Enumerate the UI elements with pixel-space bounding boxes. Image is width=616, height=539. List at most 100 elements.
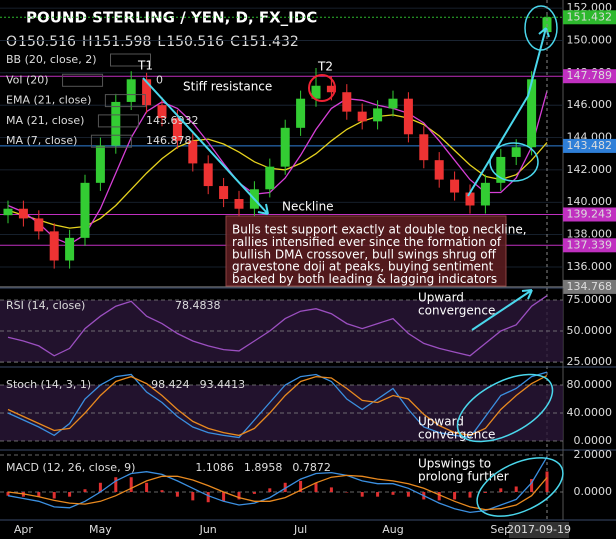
chart-title: POUND STERLING / YEN, D, FX_IDC xyxy=(26,9,317,27)
histogram-bar xyxy=(514,486,518,493)
histogram-bar xyxy=(175,492,179,497)
panel-title: Stoch (14, 3, 1) xyxy=(6,378,91,391)
y-tick-label: 142.000 xyxy=(567,163,613,176)
candle-body xyxy=(465,192,475,206)
legend-icons xyxy=(104,94,146,108)
highlight-ellipse xyxy=(524,5,558,51)
histogram-bar xyxy=(329,487,333,493)
panel-title: MACD (12, 26, close, 9) xyxy=(6,461,135,474)
legend-icons xyxy=(97,114,139,128)
x-tick-label: May xyxy=(89,523,112,536)
legend-value: 0.7872 xyxy=(292,461,331,474)
x-tick-label: 2017-09-19 xyxy=(507,523,571,536)
x-tick-label: Jul xyxy=(293,523,307,536)
legend-value: 1.1086 xyxy=(195,461,234,474)
ohlc-label: C xyxy=(230,34,240,50)
legend-icons xyxy=(62,73,104,87)
histogram-bar xyxy=(6,492,10,496)
candle-body xyxy=(434,160,444,180)
histogram-bar xyxy=(145,482,149,493)
ohlc-label: L xyxy=(157,34,165,50)
ohlc-value: 150.516 xyxy=(18,34,76,50)
candle-body xyxy=(373,108,383,122)
histogram-bar xyxy=(129,477,133,493)
level-label-box xyxy=(563,279,616,294)
histogram-bar xyxy=(545,471,549,493)
candle-body xyxy=(496,156,506,183)
note-line: rallies intensified ever since the forma… xyxy=(232,235,502,249)
y-tick-label: 136.000 xyxy=(567,260,613,273)
candle-body xyxy=(527,79,537,148)
ohlc-value: 151.598 xyxy=(93,34,151,50)
series-line xyxy=(7,474,548,511)
annotation: Upward xyxy=(418,291,464,305)
y-tick-label: 75.0000 xyxy=(567,293,613,306)
candle-body xyxy=(18,208,28,219)
candle-body xyxy=(80,182,90,238)
candle-body xyxy=(326,85,336,93)
histogram-bar xyxy=(483,492,487,493)
highlight-circle xyxy=(308,74,336,102)
ohlc-label: O xyxy=(6,34,17,50)
legend-value: 1.8958 xyxy=(244,461,283,474)
histogram-bar xyxy=(345,492,349,493)
arrow xyxy=(471,289,533,331)
candle-body xyxy=(49,231,59,261)
series-line xyxy=(7,371,548,439)
candle-body xyxy=(65,237,75,261)
histogram-bar xyxy=(268,488,272,493)
annotation: T2 xyxy=(317,60,333,74)
candle-body xyxy=(95,145,105,183)
level-label: 139.243 xyxy=(567,207,613,220)
candle-body xyxy=(357,111,367,122)
histogram-bar xyxy=(283,482,287,493)
candle-body xyxy=(296,98,306,128)
histogram-bar xyxy=(391,492,395,495)
legend-value: 98.424 xyxy=(151,378,190,391)
highlight-ellipse xyxy=(489,142,539,182)
series-line xyxy=(7,90,548,246)
panel: 25.0000 50.0000 75.0000 RSI (14, close) 78.4… xyxy=(0,288,616,368)
histogram-bar xyxy=(206,492,210,503)
level-label: 143.482 xyxy=(567,139,613,152)
candle-body xyxy=(142,79,152,106)
highlight-ellipse xyxy=(476,457,564,517)
candle-body xyxy=(157,105,167,119)
histogram-bar xyxy=(376,492,380,497)
note-box xyxy=(225,215,507,287)
histogram-bar xyxy=(114,477,118,493)
candle-body xyxy=(34,218,44,232)
candle-body xyxy=(188,140,198,164)
x-tick-label: Jun xyxy=(199,523,217,536)
histogram-bar xyxy=(98,482,102,493)
x-tick-label: Sep xyxy=(490,523,511,536)
level-label-box xyxy=(563,207,616,222)
candle-body xyxy=(419,134,429,161)
legend-label: MA (7, close) xyxy=(6,134,77,147)
legend-icons xyxy=(90,134,132,148)
histogram-bar xyxy=(160,490,164,493)
y-tick-label: 138.000 xyxy=(567,228,613,241)
legend-value: 143.6932 xyxy=(146,114,199,127)
ohlc-value: 151.432 xyxy=(241,34,299,50)
arrow xyxy=(142,77,269,215)
level-label: 151.432 xyxy=(567,10,613,23)
candle-body xyxy=(511,147,521,157)
histogram-bar xyxy=(299,480,303,493)
histogram-bar xyxy=(314,482,318,493)
y-tick-label: 0.0000 xyxy=(574,434,613,447)
legend-label: BB (20, close, 2) xyxy=(6,53,97,66)
annotation: convergence xyxy=(418,304,495,318)
level-label: 147.789 xyxy=(567,69,613,82)
candle-body xyxy=(280,127,290,167)
candle-body xyxy=(403,98,413,135)
y-tick-label: 25.0000 xyxy=(567,355,613,368)
x-tick-label: Apr xyxy=(14,523,34,536)
level-label-box xyxy=(563,69,616,84)
legend-icons xyxy=(110,53,151,67)
candle-body xyxy=(3,208,13,216)
histogram-bar xyxy=(191,492,195,501)
note-line: gravestone doji at peaks, buying sentime… xyxy=(232,260,494,274)
